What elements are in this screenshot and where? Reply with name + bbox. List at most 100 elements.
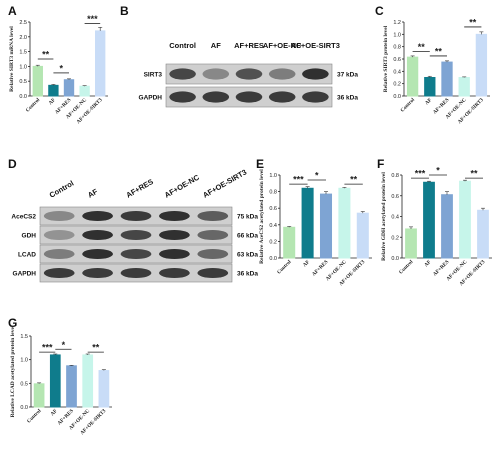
significance-label: * <box>59 63 63 73</box>
bar <box>424 77 436 97</box>
x-tick-label: Control <box>398 259 415 276</box>
blot-band <box>82 229 113 241</box>
y-axis-label: Relative SIRT3 protein level <box>383 25 389 92</box>
blot-band <box>120 229 152 241</box>
x-tick-label: AF <box>423 259 432 268</box>
y-tick-label: 0.0 <box>391 256 399 262</box>
bar <box>66 365 77 408</box>
significance-label: ** <box>92 343 100 353</box>
blot-band <box>235 91 263 103</box>
protein-label: AceCS2 <box>11 214 36 221</box>
y-tick-label: 0.2 <box>393 82 401 88</box>
lane-label: AF+OE-SIRT3 <box>291 41 340 50</box>
x-tick-label: Control <box>400 97 417 114</box>
y-tick-label: 0.2 <box>269 239 277 245</box>
lane-label: AF <box>211 41 221 50</box>
y-tick-label: 1.0 <box>19 64 27 70</box>
protein-label: GAPDH <box>13 271 37 278</box>
y-tick-label: 0.4 <box>393 69 401 75</box>
bar <box>458 77 470 97</box>
blot-band <box>159 210 190 222</box>
blot-band <box>235 68 263 80</box>
significance-label: *** <box>42 343 53 353</box>
y-tick-label: 1.0 <box>20 358 28 364</box>
kda-label: 37 kDa <box>337 72 358 79</box>
blot-band <box>82 248 113 260</box>
y-axis-label: Relative SIRT3 mRNA level <box>9 26 15 92</box>
blot-band <box>82 210 113 222</box>
bar <box>33 383 45 408</box>
blot-band <box>268 91 296 103</box>
blot-band <box>43 210 75 222</box>
bar <box>356 212 369 259</box>
lane-label: AF+RES <box>234 41 264 50</box>
y-tick-label: 1.2 <box>393 20 401 26</box>
bar <box>49 354 61 408</box>
y-tick-label: 2.5 <box>19 20 27 26</box>
blot-band <box>197 210 229 222</box>
significance-label: *** <box>87 14 98 24</box>
lane-label: AF+OE-NC <box>263 41 302 50</box>
blot-band <box>302 68 329 80</box>
blot-band <box>120 267 152 279</box>
panel-label-e: E <box>256 157 265 171</box>
protein-label: LCAD <box>18 252 36 259</box>
significance-label: * <box>62 340 66 350</box>
y-tick-label: 1.0 <box>269 173 277 179</box>
panel-label-c: C <box>375 4 384 18</box>
kda-label: 66 kDa <box>237 233 258 240</box>
blot-band <box>43 248 75 260</box>
bar <box>405 228 417 259</box>
blot-band <box>159 229 190 241</box>
bar <box>441 194 453 259</box>
bar <box>63 79 75 97</box>
y-tick-label: 0.0 <box>20 405 28 411</box>
bar <box>48 84 59 97</box>
blot-band <box>197 229 229 241</box>
blot-band <box>159 248 190 260</box>
bar <box>319 193 333 259</box>
western-blot-d: Control AF AF+RES AF+OE-NC AF+OE-SIRT3 AceCS2… <box>11 167 258 283</box>
significance-label: ** <box>435 46 443 56</box>
blot-band <box>268 68 296 80</box>
blot-band <box>169 91 196 103</box>
blot-band <box>120 210 152 222</box>
blot-band <box>169 68 196 80</box>
x-tick-label: AF <box>48 97 57 106</box>
protein-label: GAPDH <box>139 95 163 102</box>
y-tick-label: 0.8 <box>269 190 277 196</box>
y-tick-label: 0.8 <box>393 45 401 51</box>
blot-band <box>302 91 329 103</box>
bar <box>98 370 110 408</box>
y-tick-label: 0.5 <box>20 381 28 387</box>
kda-label: 75 kDa <box>237 214 258 221</box>
y-tick-label: 0.4 <box>269 223 277 229</box>
bar-chart-a: 0.0 0.5 1.0 1.5 2.0 2.5 Relative SIRT3 mRNA le… <box>9 14 108 125</box>
blot-band <box>120 248 152 260</box>
bar <box>459 180 471 259</box>
y-axis-label: Relative GDH acetylated protein level <box>381 172 387 261</box>
kda-label: 36 kDa <box>237 271 258 278</box>
y-tick-label: 0.6 <box>269 206 277 212</box>
bar <box>82 354 94 408</box>
bar-chart-c: 0.0 0.2 0.4 0.6 0.8 1.0 1.2 Relative SIRT3 prot… <box>383 17 490 125</box>
significance-label: *** <box>293 175 304 185</box>
bar <box>441 61 453 97</box>
significance-label: ** <box>469 17 477 27</box>
y-tick-label: 0.0 <box>269 256 277 262</box>
panel-label-a: A <box>8 4 17 18</box>
x-tick-label: Control <box>26 408 43 425</box>
y-tick-label: 0.6 <box>393 57 401 63</box>
x-tick-label: AF <box>424 97 433 106</box>
y-axis-label: Relative LCAD acetylated protein level <box>10 325 16 417</box>
x-tick-label: AF <box>302 259 311 268</box>
significance-label: ** <box>42 50 50 60</box>
blot-band <box>159 267 190 279</box>
bar <box>406 56 419 97</box>
blot-band <box>43 267 75 279</box>
bar <box>477 209 489 259</box>
y-tick-label: 0.5 <box>19 79 27 85</box>
significance-label: ** <box>470 169 478 179</box>
